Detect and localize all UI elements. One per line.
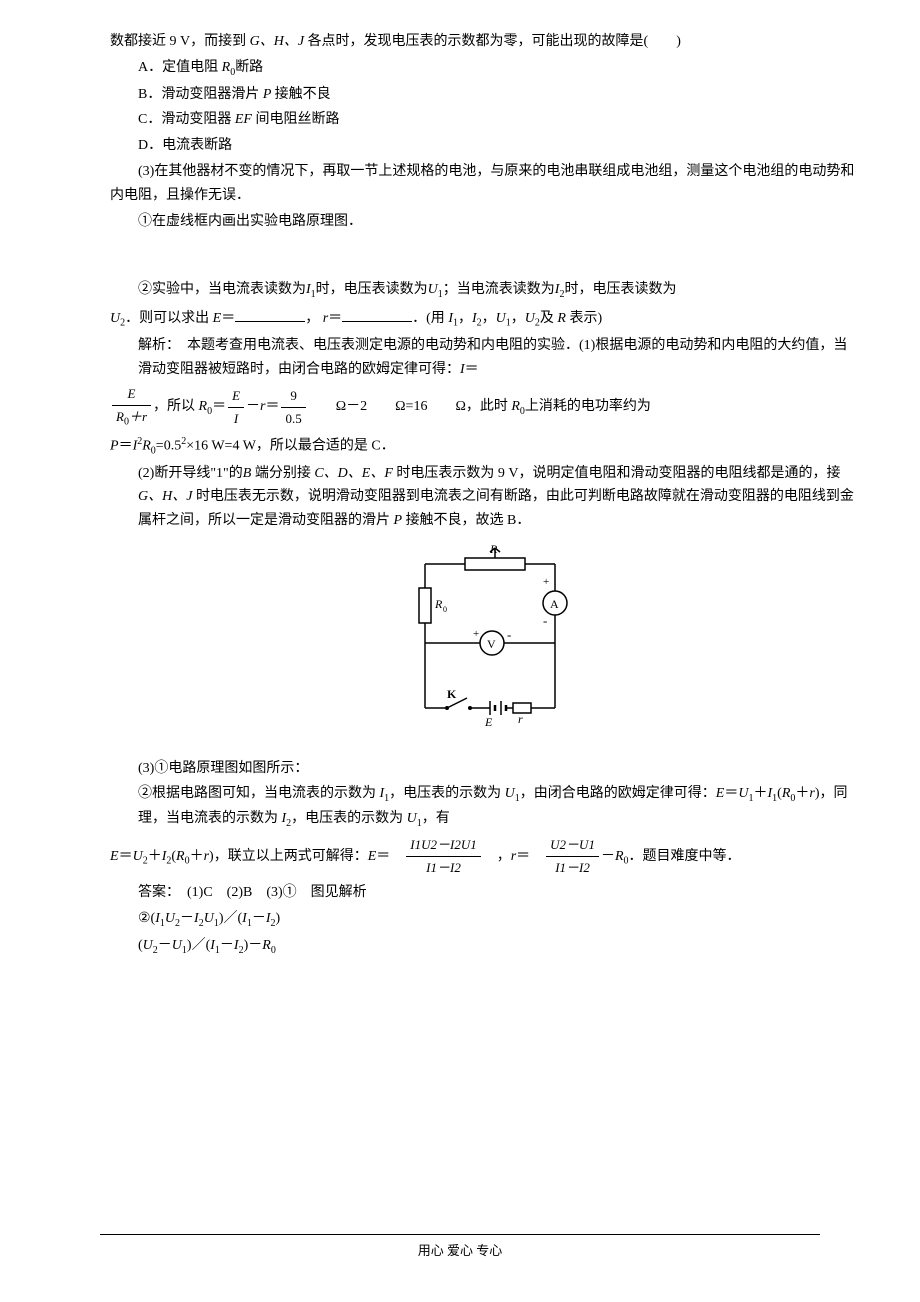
analysis-3-1: (3)①电路原理图如图所示： [110, 757, 860, 781]
analysis-3-3: E＝U2＋I2(R0＋r)，联立以上两式可解得：E＝ I1U2－I2U1I1－I… [110, 834, 860, 879]
circuit-diagram: R R 0 A + - V + - [110, 543, 860, 742]
analysis-3-2: ②根据电路图可知，当电流表的示数为 I1，电压表的示数为 U1，由闭合电路的欧姆… [110, 782, 860, 832]
analysis-1-frac: ER0＋r，所以 R0＝EI－r＝90.5 Ω－2 Ω=16 Ω，此时 R0上消… [110, 383, 860, 431]
question-3-sub2: ②实验中，当电流表读数为I1时，电压表读数为U1；当电流表读数为I2时，电压表读… [110, 278, 860, 303]
analysis-1-cont2: P＝I2R0=0.52×16 W=4 W，所以最合适的是 C． [110, 433, 860, 459]
svg-text:-: - [507, 627, 511, 642]
option-b: B．滑动变阻器滑片 P 接触不良 [110, 83, 860, 107]
analysis-2: (2)断开导线"1"的B 端分别接 C、D、E、F 时电压表示数为 9 V，说明… [110, 462, 860, 533]
svg-text:+: + [543, 576, 549, 588]
svg-text:-: - [543, 613, 547, 628]
question-3-sub1: ①在虚线框内画出实验电路原理图． [110, 210, 860, 234]
svg-text:r: r [518, 712, 523, 726]
answer: 答案： (1)C (2)B (3)① 图见解析 [110, 881, 860, 905]
option-d: D．电流表断路 [110, 134, 860, 158]
footer: 用心 爱心 专心 [0, 1234, 920, 1262]
svg-text:A: A [550, 597, 559, 611]
question-3: (3)在其他器材不变的情况下，再取一节上述规格的电池，与原来的电池串联组成电池组… [110, 160, 860, 208]
analysis-1: 解析： 本题考查用电流表、电压表测定电源的电动势和内电阻的实验．(1)根据电源的… [110, 334, 860, 382]
option-a: A．定值电阻 R0断路 [110, 56, 860, 81]
svg-text:+: + [473, 628, 479, 640]
question-intro: 数都接近 9 V，而接到 G、H、J 各点时，发现电压表的示数都为零，可能出现的… [110, 30, 860, 54]
svg-text:K: K [447, 687, 457, 701]
answer-2: ②(I1U2－I2U1)／(I1－I2) [110, 907, 860, 932]
svg-text:R: R [434, 597, 443, 611]
svg-text:V: V [487, 637, 496, 651]
svg-text:E: E [484, 715, 493, 729]
option-c: C．滑动变阻器 EF 间电阻丝断路 [110, 108, 860, 132]
footer-text: 用心 爱心 专心 [418, 1243, 503, 1258]
question-3-sub2-cont: U2．则可以求出 E＝， r＝．(用 I1，I2，U1，U2及 R 表示) [110, 305, 860, 332]
answer-3: (U2－U1)／(I1－I2)－R0 [110, 934, 860, 959]
svg-text:0: 0 [443, 605, 447, 614]
